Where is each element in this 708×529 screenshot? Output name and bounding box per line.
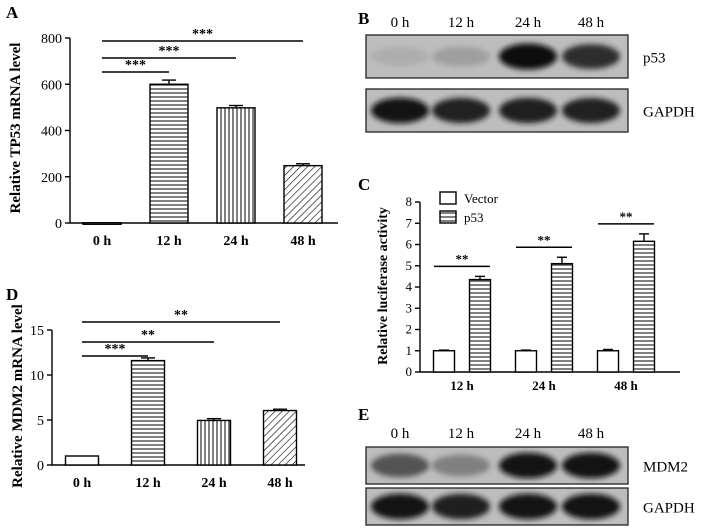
x-tick-label: 12 h (450, 378, 474, 393)
x-tick-label: 24 h (201, 476, 227, 491)
y-tick-label: 5 (37, 414, 44, 429)
bar (130, 359, 166, 466)
y-tick-label: 7 (406, 215, 413, 230)
significance-label: ** (141, 328, 155, 343)
chart-a-tp53-mrna: Relative TP53 mRNA level 0 200 400 600 800 0 … (8, 27, 338, 249)
bar (196, 419, 232, 466)
blot-band (562, 44, 620, 69)
panel-label-b: B (358, 9, 369, 28)
blot-band (499, 97, 557, 124)
blot-lane-label: 0 h (391, 15, 410, 31)
blot-row-label: MDM2 (643, 460, 688, 476)
significance-label: *** (192, 27, 213, 42)
x-tick-label: 24 h (532, 378, 556, 393)
legend-swatch (439, 191, 457, 205)
blot-band (432, 97, 490, 124)
blot-band (499, 43, 557, 70)
bar (64, 455, 100, 466)
x-tick-label: 48 h (267, 476, 293, 491)
y-tick-label: 5 (406, 258, 413, 273)
chart-d-mdm2-mrna: Relative MDM2 mRNA level 0 5 10 15 0 h 12 h 24… (10, 304, 305, 491)
y-tick-label: 15 (30, 324, 44, 339)
chart-c-ylabel: Relative luciferase activity (376, 207, 391, 365)
bar (283, 164, 323, 224)
blot-band (562, 97, 620, 124)
chart-d-ylabel: Relative MDM2 mRNA level (10, 304, 26, 488)
blot-lane-label: 0 h (391, 426, 410, 442)
blot-band (432, 46, 490, 67)
blot-band (371, 453, 429, 478)
blot-row-label: GAPDH (643, 105, 695, 121)
legend-swatch (439, 210, 457, 224)
y-tick-label: 800 (41, 32, 62, 47)
y-tick-label: 0 (406, 364, 413, 379)
significance-label: ** (538, 232, 551, 247)
blot-row-label: GAPDH (643, 501, 695, 517)
panel-label-e: E (358, 405, 369, 424)
x-tick-label: 48 h (614, 378, 638, 393)
significance-label: ** (174, 308, 188, 323)
y-tick-label: 10 (30, 369, 44, 384)
bar (468, 278, 492, 373)
blot-lane-label: 12 h (448, 15, 475, 31)
bar (514, 350, 538, 373)
y-tick-label: 200 (41, 171, 62, 186)
blot-row-label: p53 (643, 51, 666, 67)
y-tick-label: 8 (406, 194, 413, 209)
y-tick-label: 0 (37, 459, 44, 474)
panel-label-d: D (6, 285, 18, 304)
x-tick-label: 0 h (73, 476, 92, 491)
panel-label-a: A (6, 3, 19, 22)
y-tick-label: 4 (406, 279, 413, 294)
significance-label: *** (105, 342, 126, 357)
significance-label: *** (159, 44, 180, 59)
x-tick-label: 0 h (93, 234, 112, 249)
bar (432, 350, 456, 373)
blot-band (432, 454, 490, 477)
blot-band (371, 97, 429, 124)
blot-band (371, 493, 429, 520)
blot-b-p53: 0 h 12 h 24 h 48 h p53 GAPDH (365, 15, 695, 133)
x-tick-label: 48 h (290, 234, 316, 249)
blot-lane-label: 48 h (578, 15, 605, 31)
blot-lane-label: 12 h (448, 426, 475, 442)
chart-a-ylabel: Relative TP53 mRNA level (8, 43, 24, 214)
legend-label: p53 (464, 210, 484, 225)
x-tick-label: 12 h (156, 234, 182, 249)
significance-label: ** (456, 251, 469, 266)
blot-band (499, 452, 557, 479)
bar (216, 107, 256, 224)
significance-label: *** (125, 58, 146, 73)
bar (149, 83, 189, 224)
y-tick-label: 3 (406, 300, 413, 315)
bar (550, 262, 574, 373)
bar (82, 222, 122, 225)
y-tick-label: 6 (406, 237, 413, 252)
blot-e-mdm2: 0 h 12 h 24 h 48 h MDM2 GAPDH (365, 426, 695, 526)
legend: Vector p53 (439, 191, 499, 225)
blot-lane-label: 24 h (515, 15, 542, 31)
bar (262, 409, 298, 466)
x-tick-label: 12 h (135, 476, 161, 491)
blot-band (562, 452, 620, 479)
y-tick-label: 1 (406, 343, 413, 358)
bar (632, 240, 656, 373)
y-tick-label: 2 (406, 322, 413, 337)
y-tick-label: 600 (41, 78, 62, 93)
x-tick-label: 24 h (223, 234, 249, 249)
chart-c-luciferase: Relative luciferase activity 0 1 2 3 4 5 6 7 8 **… (376, 191, 680, 393)
y-tick-label: 0 (55, 217, 62, 232)
blot-band (432, 493, 490, 520)
blot-band (562, 493, 620, 520)
panel-label-c: C (358, 175, 370, 194)
bar (596, 350, 620, 373)
significance-label: ** (620, 209, 633, 224)
y-tick-label: 400 (41, 125, 62, 140)
legend-label: Vector (464, 191, 499, 206)
blot-lane-label: 24 h (515, 426, 542, 442)
blot-band (499, 493, 557, 520)
blot-band (371, 47, 429, 66)
blot-lane-label: 48 h (578, 426, 605, 442)
